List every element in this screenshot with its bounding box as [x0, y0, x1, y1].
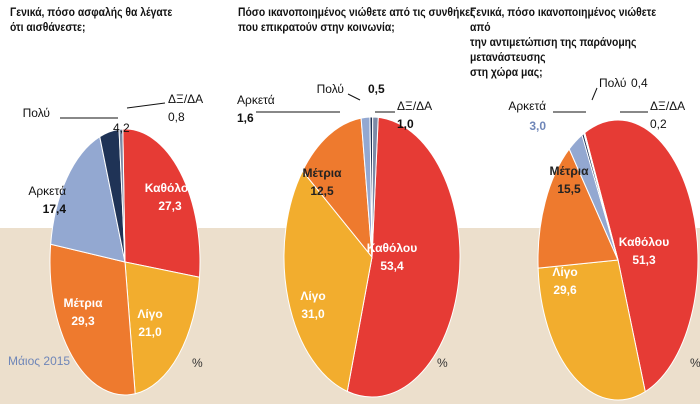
pie2-slice-6 — [371, 116, 379, 258]
pie2-slice-3 — [301, 117, 373, 259]
pie1-label-5: Πολύ — [23, 106, 50, 120]
pie3-value-3: 15,5 — [557, 182, 581, 196]
pie1-value-4: 17,4 — [43, 202, 67, 216]
pie1-value-6: 0,8 — [168, 110, 185, 124]
pie2-value-1: 53,4 — [380, 259, 404, 273]
chart-title-safety: Γενικά, πόσο ασφαλής θα λέγατε ότι αισθά… — [10, 7, 173, 34]
pie1-slice-4 — [50, 135, 126, 263]
pie3-slice-3 — [537, 148, 619, 269]
pie3-slice-1 — [584, 119, 699, 393]
pie1-label-2: Λίγο — [137, 307, 162, 321]
chart-title-society: Πόσο ικανοποιημένος νιώθετε από τις συνθ… — [238, 7, 476, 34]
pie1-value-3: 29,3 — [71, 314, 95, 328]
pie1-value-1: 27,3 — [158, 199, 182, 213]
pie2-value-4: 1,6 — [237, 111, 254, 125]
unit-label-2: % — [437, 356, 448, 370]
pie1-slice-3 — [49, 243, 136, 396]
pie2-leader-5 — [347, 93, 361, 101]
pie3-label-1: Καθόλου — [619, 235, 669, 249]
pie1-label-1: Καθόλου — [145, 181, 195, 195]
pie3-value-5: 0,4 — [631, 76, 648, 90]
pie1-slice-2 — [124, 261, 201, 395]
chart-title-migration: Γενικά, πόσο ικανοποιημένος νιώθετε από … — [470, 7, 657, 79]
pie1-leader-6 — [126, 102, 166, 109]
pie2-label-1: Καθόλου — [367, 241, 417, 255]
pie2-label-3: Μέτρια — [303, 166, 343, 180]
pie1-slice-6 — [118, 128, 126, 263]
pie2-label-6: ΔΞ/ΔΑ — [397, 99, 432, 113]
pie2-label-5: Πολύ — [317, 82, 344, 96]
pie3-label-3: Μέτρια — [550, 164, 590, 178]
pie1-value-5: 4,2 — [113, 121, 130, 135]
pie3-value-4: 3,0 — [529, 119, 546, 133]
pie2-value-5: 0,5 — [368, 82, 385, 96]
pie3-value-2: 29,6 — [553, 283, 577, 297]
pie3-label-2: Λίγο — [552, 265, 577, 279]
unit-label-3: % — [690, 356, 700, 370]
pie2-label-4: Αρκετά — [237, 93, 275, 107]
survey-date: Μάιος 2015 — [8, 354, 71, 368]
pie2-label-2: Λίγο — [300, 289, 325, 303]
pie1-label-6: ΔΞ/ΔΑ — [168, 92, 203, 106]
pie3-slice-2 — [537, 259, 646, 401]
pie3-value-1: 51,3 — [632, 253, 656, 267]
pie3-label-6: ΔΞ/ΔΑ — [650, 99, 685, 113]
pie1-value-2: 21,0 — [138, 325, 162, 339]
pie3-slice-6 — [583, 131, 619, 261]
pie3-label-5: Πολύ — [599, 76, 626, 90]
pie1-label-4: Αρκετά — [28, 184, 66, 198]
pie1-slice-1 — [122, 128, 201, 278]
pie2-value-3: 12,5 — [310, 184, 334, 198]
pie3-leader-5 — [591, 87, 598, 101]
pie3-label-4: Αρκετά — [508, 99, 546, 113]
unit-label-1: % — [192, 356, 203, 370]
pie2-value-2: 31,0 — [301, 307, 325, 321]
pie2-slice-2 — [283, 170, 373, 393]
pie3-value-6: 0,2 — [650, 117, 667, 131]
pie2-value-6: 1,0 — [397, 117, 414, 131]
pie1-label-3: Μέτρια — [64, 296, 104, 310]
